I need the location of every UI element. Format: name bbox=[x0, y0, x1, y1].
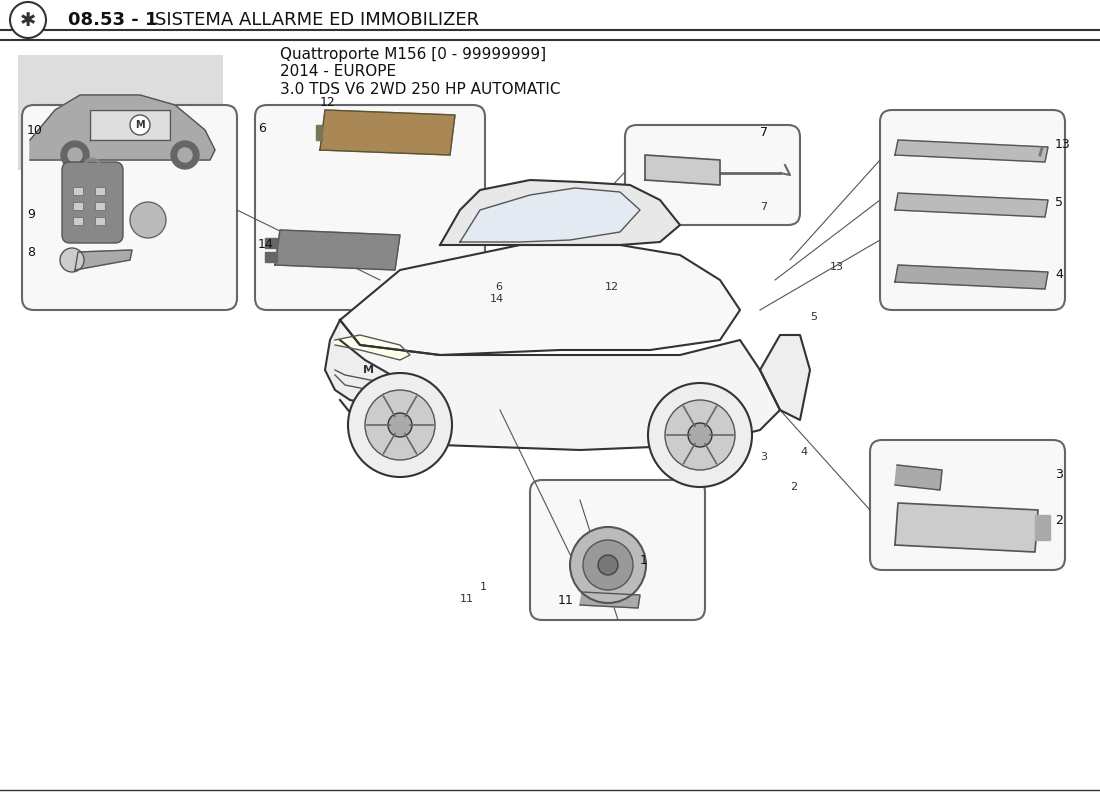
Circle shape bbox=[130, 115, 150, 135]
Polygon shape bbox=[580, 592, 640, 608]
Circle shape bbox=[60, 141, 89, 169]
FancyBboxPatch shape bbox=[625, 125, 800, 225]
FancyBboxPatch shape bbox=[62, 162, 123, 243]
Text: 6: 6 bbox=[495, 282, 502, 292]
Circle shape bbox=[388, 413, 412, 437]
FancyBboxPatch shape bbox=[870, 440, 1065, 570]
Polygon shape bbox=[340, 320, 780, 450]
Circle shape bbox=[583, 540, 632, 590]
Text: 7: 7 bbox=[760, 126, 768, 138]
Polygon shape bbox=[645, 155, 720, 185]
Circle shape bbox=[688, 423, 712, 447]
FancyBboxPatch shape bbox=[880, 110, 1065, 310]
Polygon shape bbox=[1035, 515, 1050, 540]
Text: 9: 9 bbox=[28, 209, 35, 222]
Text: 4: 4 bbox=[800, 447, 807, 457]
Circle shape bbox=[68, 148, 82, 162]
Polygon shape bbox=[895, 265, 1048, 289]
Circle shape bbox=[666, 400, 735, 470]
Text: 12: 12 bbox=[320, 97, 336, 110]
Circle shape bbox=[598, 555, 618, 575]
Polygon shape bbox=[265, 252, 277, 262]
Text: M: M bbox=[363, 365, 374, 375]
Text: Quattroporte M156 [0 - 99999999]: Quattroporte M156 [0 - 99999999] bbox=[280, 47, 546, 62]
Text: 2: 2 bbox=[790, 482, 798, 492]
Text: 3.0 TDS V6 2WD 250 HP AUTOMATIC: 3.0 TDS V6 2WD 250 HP AUTOMATIC bbox=[280, 82, 561, 97]
Polygon shape bbox=[324, 320, 410, 410]
Text: 2: 2 bbox=[1055, 514, 1063, 526]
Text: 08.53 - 1: 08.53 - 1 bbox=[68, 11, 157, 29]
Text: 13: 13 bbox=[830, 262, 844, 272]
Circle shape bbox=[365, 390, 435, 460]
Polygon shape bbox=[760, 335, 810, 420]
Text: 11: 11 bbox=[558, 594, 574, 606]
Polygon shape bbox=[460, 188, 640, 242]
FancyBboxPatch shape bbox=[22, 105, 236, 310]
Bar bbox=[95, 187, 104, 195]
Text: 2014 - EUROPE: 2014 - EUROPE bbox=[280, 65, 396, 79]
Polygon shape bbox=[340, 245, 740, 355]
Polygon shape bbox=[75, 250, 132, 270]
Text: 3: 3 bbox=[1055, 469, 1063, 482]
Bar bbox=[73, 217, 82, 225]
Text: 1: 1 bbox=[480, 582, 487, 592]
Text: 1: 1 bbox=[640, 554, 648, 566]
Polygon shape bbox=[320, 110, 455, 155]
Polygon shape bbox=[895, 193, 1048, 217]
Text: 8: 8 bbox=[28, 246, 35, 258]
Text: 14: 14 bbox=[258, 238, 274, 251]
Polygon shape bbox=[30, 95, 214, 160]
Circle shape bbox=[60, 248, 84, 272]
Text: 5: 5 bbox=[810, 312, 817, 322]
Text: 3: 3 bbox=[760, 452, 767, 462]
Text: 11: 11 bbox=[460, 594, 474, 604]
Polygon shape bbox=[275, 230, 400, 270]
Circle shape bbox=[348, 373, 452, 477]
Polygon shape bbox=[440, 180, 680, 245]
Bar bbox=[73, 202, 82, 210]
Bar bbox=[18, 55, 223, 170]
Text: ✱: ✱ bbox=[20, 10, 36, 30]
Text: 4: 4 bbox=[1055, 269, 1063, 282]
Bar bbox=[73, 187, 82, 195]
Circle shape bbox=[10, 2, 46, 38]
Text: 10: 10 bbox=[28, 123, 43, 137]
Text: M: M bbox=[135, 120, 145, 130]
Polygon shape bbox=[336, 335, 410, 360]
Bar bbox=[95, 202, 104, 210]
Circle shape bbox=[570, 527, 646, 603]
Polygon shape bbox=[316, 125, 322, 140]
Text: 6: 6 bbox=[258, 122, 266, 134]
Polygon shape bbox=[895, 140, 1048, 162]
Circle shape bbox=[130, 202, 166, 238]
Text: SISTEMA ALLARME ED IMMOBILIZER: SISTEMA ALLARME ED IMMOBILIZER bbox=[155, 11, 480, 29]
FancyBboxPatch shape bbox=[530, 480, 705, 620]
Polygon shape bbox=[265, 238, 277, 248]
Text: 7: 7 bbox=[760, 202, 767, 212]
Circle shape bbox=[178, 148, 192, 162]
Circle shape bbox=[170, 141, 199, 169]
Text: 14: 14 bbox=[490, 294, 504, 304]
Polygon shape bbox=[90, 110, 170, 140]
FancyBboxPatch shape bbox=[255, 105, 485, 310]
Bar bbox=[95, 217, 104, 225]
Polygon shape bbox=[895, 465, 942, 490]
Circle shape bbox=[648, 383, 752, 487]
Text: 5: 5 bbox=[1055, 195, 1063, 209]
Text: 13: 13 bbox=[1055, 138, 1070, 151]
Text: 12: 12 bbox=[605, 282, 619, 292]
Polygon shape bbox=[895, 503, 1038, 552]
